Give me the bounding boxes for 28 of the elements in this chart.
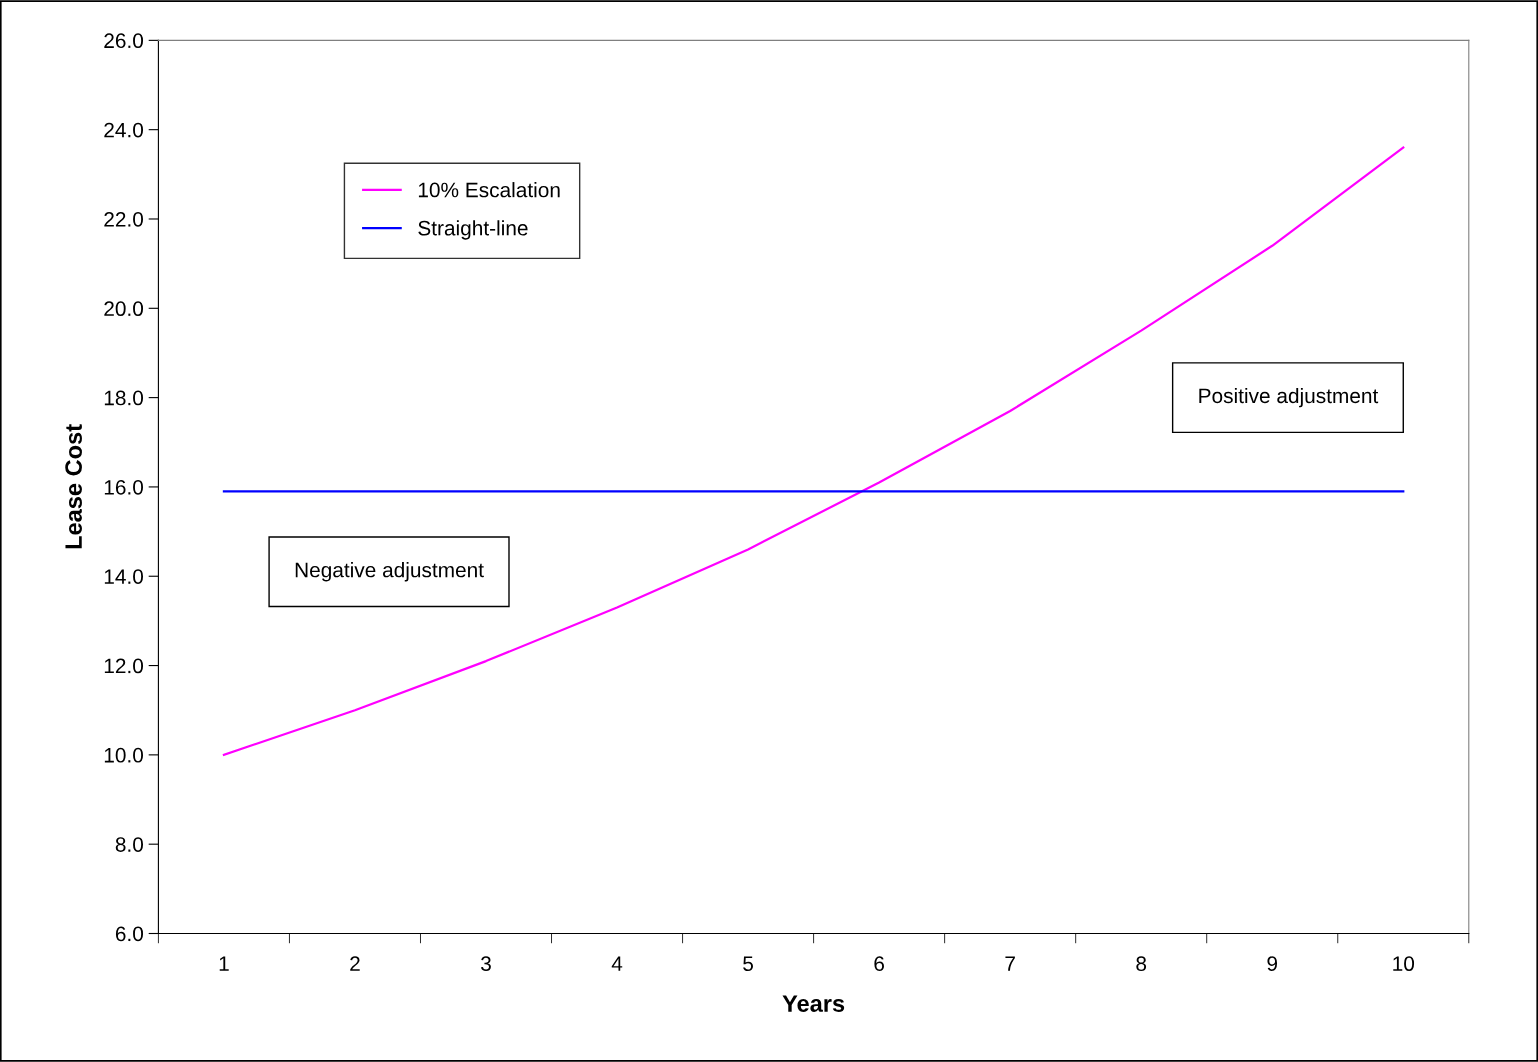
x-tick-label: 6 (874, 956, 884, 972)
y-tick-label: 20.0 (104, 301, 144, 317)
annotation: Negative adjustment (295, 562, 484, 582)
y-axis-title: Lease Cost (65, 424, 82, 549)
x-tick-label: 4 (611, 956, 623, 971)
y-tick-label: 8.0 (115, 837, 144, 852)
y-tick-label: 16.0 (104, 479, 144, 495)
legend-label: Straight-line (418, 220, 528, 240)
x-tick-label: 5 (743, 956, 753, 972)
x-tick-label: 3 (481, 956, 491, 972)
x-tick-label: 1 (219, 956, 229, 971)
y-tick-label: 14.0 (104, 569, 144, 584)
x-tick-label: 10 (1393, 956, 1415, 972)
x-tick-label: 9 (1267, 956, 1278, 972)
y-tick-label: 10.0 (104, 747, 144, 763)
x-tick-label: 8 (1136, 956, 1147, 972)
y-tick-label: 18.0 (104, 390, 144, 406)
annotation: Positive adjustment (1199, 387, 1379, 408)
x-axis-title: Years (782, 995, 845, 1012)
y-tick-label: 26.0 (104, 33, 144, 49)
x-tick-label: 7 (1005, 956, 1015, 971)
line-series (222, 146, 1405, 756)
y-tick-label: 6.0 (115, 926, 144, 942)
y-tick-label: 24.0 (104, 122, 144, 138)
x-tick-label: 2 (350, 956, 360, 971)
y-tick-label: 22.0 (104, 211, 144, 227)
y-tick-label: 12.0 (104, 658, 144, 674)
legend-label: 10% Escalation (418, 182, 560, 198)
